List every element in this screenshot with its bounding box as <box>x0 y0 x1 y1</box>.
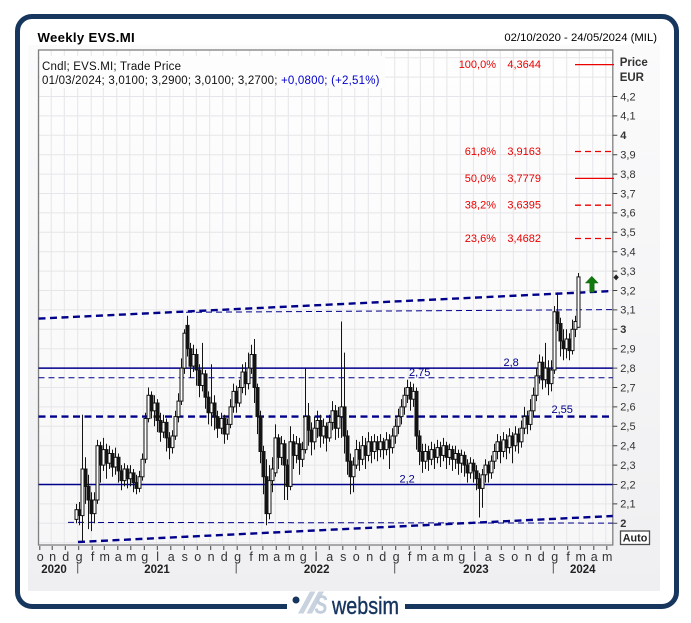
svg-text:2,8: 2,8 <box>620 363 635 375</box>
svg-text:m: m <box>126 550 136 564</box>
svg-text:3,4682: 3,4682 <box>507 233 541 245</box>
svg-text:2021: 2021 <box>144 564 170 576</box>
svg-text:4: 4 <box>620 130 627 142</box>
svg-text:o: o <box>353 550 360 564</box>
svg-text:m: m <box>575 550 585 564</box>
svg-text:4,1: 4,1 <box>620 111 635 123</box>
svg-text:3,5: 3,5 <box>620 227 635 239</box>
svg-text:3,9: 3,9 <box>620 150 635 162</box>
svg-text:m: m <box>99 550 109 564</box>
svg-text:g: g <box>141 550 148 564</box>
svg-text:a: a <box>432 550 439 564</box>
svg-text:m: m <box>284 550 294 564</box>
svg-text:websim: websim <box>331 593 399 620</box>
svg-text:m: m <box>417 550 427 564</box>
svg-text:3,6395: 3,6395 <box>507 200 541 212</box>
svg-text:S: S <box>315 590 328 620</box>
svg-text:g: g <box>76 550 83 564</box>
svg-text:2,55: 2,55 <box>552 404 573 416</box>
svg-text:a: a <box>273 550 280 564</box>
svg-text:m: m <box>602 550 612 564</box>
svg-text:a: a <box>591 550 598 564</box>
svg-text:2022: 2022 <box>304 564 330 576</box>
svg-text:l: l <box>156 550 159 564</box>
svg-text:50,0%: 50,0% <box>465 173 496 185</box>
svg-text:2020: 2020 <box>41 564 67 576</box>
svg-text:d: d <box>221 550 228 564</box>
svg-text:n: n <box>366 550 373 564</box>
svg-text:2,4: 2,4 <box>620 441 635 453</box>
svg-text:3,4: 3,4 <box>620 247 635 259</box>
svg-text:a: a <box>115 550 122 564</box>
svg-text:Cndl; EVS.MI; Trade Price: Cndl; EVS.MI; Trade Price <box>42 61 181 73</box>
svg-text:g: g <box>300 550 307 564</box>
svg-text:3,7: 3,7 <box>620 188 635 200</box>
svg-text:2,5: 2,5 <box>620 421 635 433</box>
svg-text:Auto: Auto <box>623 533 648 545</box>
svg-text:2024: 2024 <box>570 564 596 576</box>
svg-text:o: o <box>511 550 518 564</box>
svg-text:23,6%: 23,6% <box>465 233 496 245</box>
svg-text:100,0%: 100,0% <box>459 59 497 71</box>
svg-text:s: s <box>499 550 505 564</box>
svg-text:Price: Price <box>620 57 648 69</box>
svg-text:a: a <box>485 550 492 564</box>
svg-text:3,7779: 3,7779 <box>507 173 541 185</box>
svg-text:f: f <box>249 550 253 564</box>
svg-text:m: m <box>443 550 453 564</box>
svg-text:2023: 2023 <box>463 564 489 576</box>
svg-text:3,2: 3,2 <box>620 285 635 297</box>
svg-text:02/10/2020 - 24/05/2024 (MIL): 02/10/2020 - 24/05/2024 (MIL) <box>504 32 657 44</box>
svg-text:2,2: 2,2 <box>400 474 415 486</box>
svg-text:f: f <box>91 550 95 564</box>
svg-text:3,8: 3,8 <box>620 169 635 181</box>
svg-text:l: l <box>315 550 318 564</box>
svg-text:2,2: 2,2 <box>620 479 635 491</box>
svg-text:2: 2 <box>620 518 626 530</box>
svg-text:o: o <box>194 550 201 564</box>
svg-text:n: n <box>525 550 532 564</box>
svg-text:g: g <box>458 550 465 564</box>
svg-text:EUR: EUR <box>620 72 645 84</box>
svg-text:n: n <box>208 550 215 564</box>
svg-text:a: a <box>168 550 175 564</box>
svg-text:m: m <box>258 550 268 564</box>
svg-text:s: s <box>182 550 188 564</box>
svg-text:l: l <box>473 550 476 564</box>
svg-text:3,6: 3,6 <box>620 208 635 220</box>
svg-text:2,7: 2,7 <box>620 382 635 394</box>
svg-text:f: f <box>408 550 412 564</box>
svg-text:s: s <box>340 550 346 564</box>
svg-text:2,6: 2,6 <box>620 402 635 414</box>
svg-text:f: f <box>566 550 570 564</box>
svg-text:d: d <box>379 550 386 564</box>
svg-text:2,1: 2,1 <box>620 499 635 511</box>
svg-text:3: 3 <box>620 324 626 336</box>
svg-text:o: o <box>37 550 44 564</box>
svg-text:38,2%: 38,2% <box>465 200 496 212</box>
svg-text:d: d <box>538 550 545 564</box>
svg-text:3,9163: 3,9163 <box>507 146 541 158</box>
svg-text:3,3: 3,3 <box>620 266 635 278</box>
svg-text:2,3: 2,3 <box>620 460 635 472</box>
svg-text:g: g <box>551 550 558 564</box>
svg-text:n: n <box>49 550 56 564</box>
svg-text:01/03/2024; 3,0100; 3,2900; 3,: 01/03/2024; 3,0100; 3,2900; 3,0100; 3,27… <box>42 75 380 87</box>
svg-text:g: g <box>234 550 241 564</box>
svg-text:a: a <box>326 550 333 564</box>
svg-text:4,2: 4,2 <box>620 91 635 103</box>
svg-text:d: d <box>62 550 69 564</box>
svg-text:61,8%: 61,8% <box>465 146 496 158</box>
svg-text:2,75: 2,75 <box>409 367 430 379</box>
svg-text:2,8: 2,8 <box>504 357 519 369</box>
svg-text:3,1: 3,1 <box>620 305 635 317</box>
svg-text:g: g <box>393 550 400 564</box>
svg-text:2,9: 2,9 <box>620 344 635 356</box>
svg-text:4,3644: 4,3644 <box>507 59 541 71</box>
svg-text:Weekly EVS.MI: Weekly EVS.MI <box>38 30 135 45</box>
